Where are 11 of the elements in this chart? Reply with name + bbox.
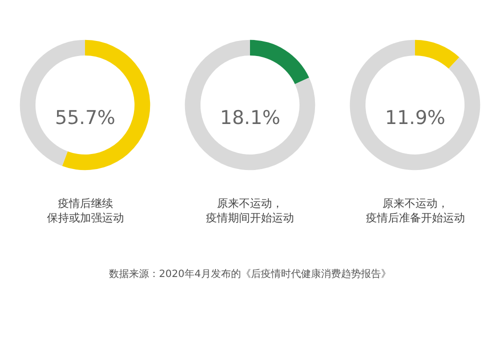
donut-slice (350, 40, 480, 170)
text: 疫情后继续保持或加强运动 (47, 197, 124, 224)
text: 11.9% (385, 107, 446, 129)
donut-slice (250, 40, 310, 84)
text: 18.1% (220, 107, 280, 129)
donut-slice (184, 40, 316, 170)
source-note: 数据来源：2020年4月发布的《后疫情时代健康消费趋势报告》 (109, 268, 391, 280)
text: 原来不运动，疫情期间开始运动 (206, 197, 294, 224)
donut-slice (415, 40, 460, 69)
text: 原来不运动，疫情后准备开始运动 (366, 197, 465, 224)
text: 55.7% (55, 107, 116, 129)
